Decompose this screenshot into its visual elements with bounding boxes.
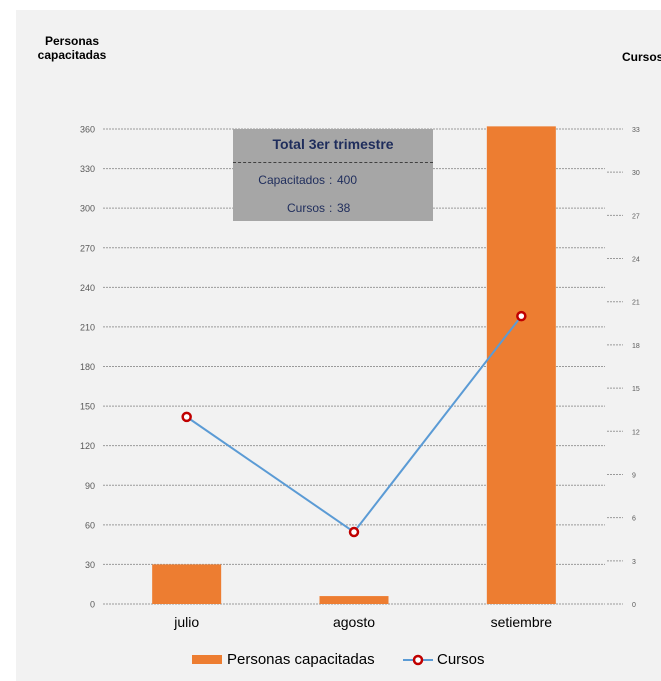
summary-title: Total 3er trimestre — [272, 136, 394, 152]
left-tick-label: 210 — [80, 322, 95, 332]
summary-value: 38 — [337, 201, 351, 215]
left-tick-label: 90 — [85, 481, 95, 491]
x-tick-label: agosto — [333, 614, 375, 630]
summary-colon: : — [329, 201, 333, 215]
legend-label-bar: Personas capacitadas — [227, 651, 375, 668]
right-tick-label: 6 — [632, 516, 636, 523]
summary-label: Cursos — [286, 201, 325, 215]
summary-box: Total 3er trimestre Capacitados : 400 Cu… — [233, 129, 433, 221]
right-tick-label: 12 — [632, 429, 640, 436]
bar — [486, 126, 556, 604]
series-line — [186, 315, 523, 534]
summary-colon: : — [329, 173, 333, 187]
summary-divider — [233, 162, 433, 163]
bar — [319, 596, 389, 604]
left-tick-label: 0 — [90, 600, 95, 610]
right-tick-label: 0 — [632, 602, 636, 609]
left-tick-label: 360 — [80, 125, 95, 135]
x-tick-label: setiembre — [491, 614, 553, 630]
legend-marks — [192, 654, 433, 666]
legend: Personas capacitadas Cursos — [0, 650, 661, 670]
line-point — [516, 310, 527, 322]
x-tick-label: julio — [173, 614, 199, 630]
left-tick-label: 180 — [80, 362, 95, 372]
line-point — [348, 526, 360, 538]
left-tick-label: 270 — [80, 243, 95, 253]
left-tick-label: 300 — [80, 204, 95, 214]
left-tick-label: 330 — [80, 164, 95, 174]
right-tick-label: 3 — [632, 559, 636, 566]
right-tick-label: 18 — [632, 343, 640, 350]
left-axis-ticks: 0 30 60 90 120 150 180 210 240 270 300 330 360 — [80, 125, 95, 610]
right-axis-title: Cursos — [622, 50, 661, 64]
left-tick-label: 240 — [80, 283, 95, 293]
legend-swatch-bar — [192, 655, 222, 664]
legend-label-line: Cursos — [437, 651, 485, 668]
summary-label: Capacitados — [258, 173, 325, 187]
left-tick-label: 120 — [80, 441, 95, 451]
left-tick-label: 30 — [85, 560, 95, 570]
right-tick-label: 33 — [632, 127, 640, 134]
right-tick-label: 30 — [632, 170, 640, 177]
right-tick-label: 24 — [632, 257, 640, 264]
summary-value: 400 — [337, 173, 358, 187]
x-axis-ticks: julio agosto setiembre — [173, 614, 552, 630]
line-series — [181, 310, 527, 538]
legend-swatch-marker — [412, 654, 424, 666]
right-tick-label: 15 — [632, 386, 640, 393]
right-axis-ticks: 0 3 6 9 12 15 18 21 24 27 30 33 — [607, 127, 640, 609]
right-tick-label: 21 — [632, 300, 640, 307]
right-tick-label: 9 — [632, 472, 636, 479]
right-tick-label: 27 — [632, 213, 640, 220]
line-point — [181, 411, 192, 423]
bar — [152, 564, 222, 604]
left-axis-title: Personas capacitadas — [37, 34, 107, 62]
left-tick-label: 60 — [85, 520, 95, 530]
left-tick-label: 150 — [80, 402, 95, 412]
bar-series — [152, 126, 556, 604]
